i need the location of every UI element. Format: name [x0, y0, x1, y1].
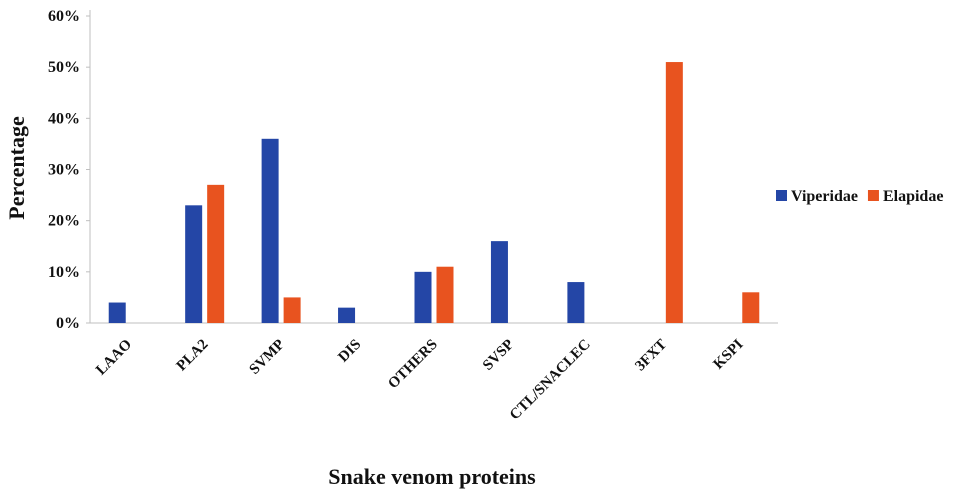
bar-viperidae-others	[414, 271, 432, 323]
bar-elapidae-pla2	[207, 184, 225, 323]
y-tick-label: 10%	[48, 264, 80, 281]
y-tick-label: 50%	[48, 59, 80, 76]
bar-viperidae-laao	[108, 302, 126, 323]
y-tick-label: 20%	[48, 213, 80, 230]
y-tick-label: 0%	[56, 315, 80, 332]
bar-elapidae-others	[436, 266, 454, 323]
legend-label-elapidae: Elapidae	[883, 188, 943, 205]
category-label: CTL/SNACLEC	[507, 337, 594, 424]
category-label: DIS	[335, 337, 364, 366]
category-label: KSPI	[711, 336, 747, 372]
category-label: 3FXT	[632, 337, 670, 375]
legend-swatch-viperidae	[776, 190, 787, 201]
y-tick-label: 40%	[48, 110, 80, 127]
bar-viperidae-svmp	[261, 138, 279, 323]
category-label: SVMP	[247, 337, 288, 378]
y-axis: 0% 10% 20% 30% 40% 50% 60%	[48, 8, 91, 332]
bar-viperidae-pla2	[185, 205, 203, 323]
legend-label-viperidae: Viperidae	[791, 188, 858, 205]
x-axis-title: Snake venom proteins	[328, 464, 536, 489]
bars	[108, 62, 760, 324]
category-label: SVSP	[480, 337, 517, 374]
bar-elapidae-svmp	[283, 297, 301, 323]
bar-viperidae-dis	[338, 307, 356, 323]
bar-viperidae-svsp	[490, 241, 508, 323]
y-tick-label: 60%	[48, 8, 80, 25]
category-label: PLA2	[174, 337, 212, 375]
bar-elapidae-kspi	[742, 292, 760, 323]
legend-swatch-elapidae	[867, 190, 879, 201]
legend: Viperidae Elapidae	[776, 188, 943, 205]
category-label: LAAO	[93, 337, 135, 379]
category-label: OTHERS	[385, 337, 441, 393]
bar-viperidae-ctl-snaclec	[567, 282, 585, 323]
y-axis-title: Percentage	[4, 116, 29, 220]
bar-elapidae-3fxt	[665, 62, 683, 324]
y-tick-label: 30%	[48, 162, 80, 179]
